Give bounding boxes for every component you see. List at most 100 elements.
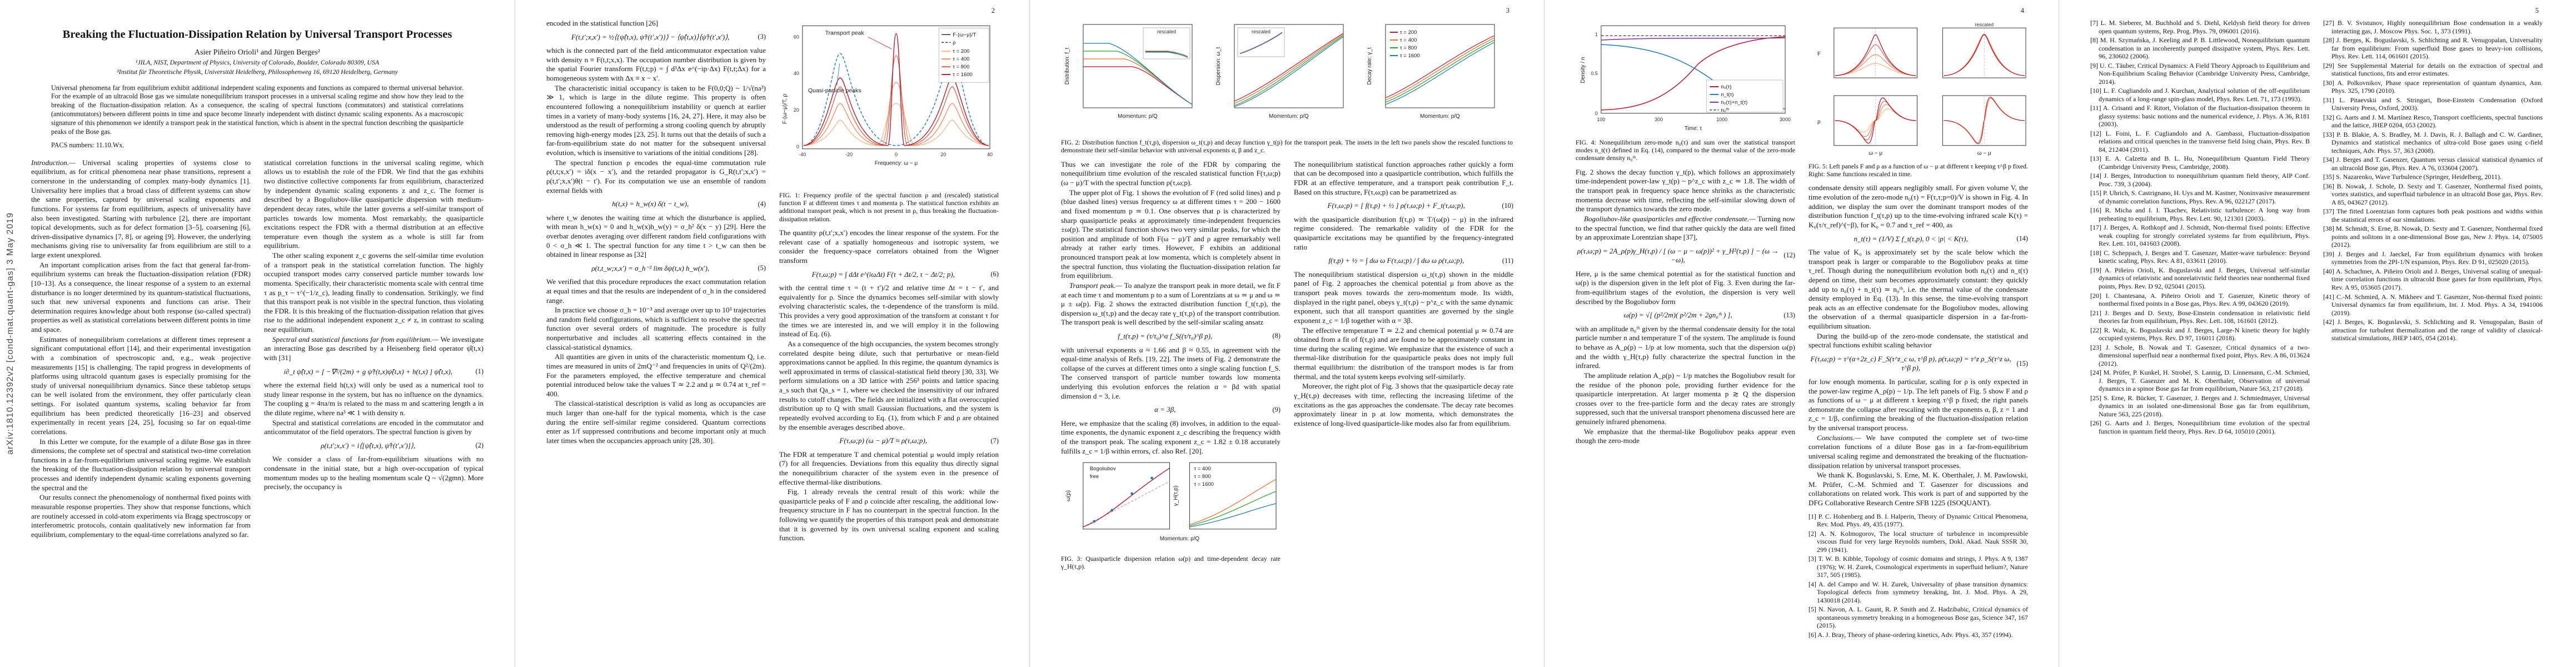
- paragraph: In this Letter we compute, for the examp…: [31, 437, 251, 492]
- reference-item: [9] U. C. Täuber, Critical Dynamics: A F…: [2090, 61, 2310, 86]
- paragraph: Thus we can investigate the role of the …: [1061, 160, 1280, 187]
- reference-item: [23] J. Schole, B. Nowak and T. Gasenzer…: [2090, 343, 2310, 367]
- reference-item: [40] A. Schachner, A. Piñeiro Orioli and…: [2323, 267, 2543, 291]
- svg-text:τ = 1600: τ = 1600: [953, 72, 973, 78]
- reference-item: [26] G. Aarts and J. Berges, Nonequilibr…: [2090, 419, 2310, 435]
- svg-text:40: 40: [794, 71, 799, 76]
- svg-text:n_t(τ): n_t(τ): [1721, 92, 1733, 98]
- figure-2: Distribution: f_t Momentum: p/Q rescaled…: [1061, 20, 1513, 155]
- paragraph: Our results connect the phenomenology of…: [31, 493, 251, 539]
- affiliation-2: ²Institut für Theoretische Physik, Unive…: [117, 67, 398, 76]
- reference-item: [42] J. Berges, K. Boguslavski, S. Schli…: [2323, 318, 2543, 342]
- reference-item: [17] J. Berges, A. Rothkopf and J. Schmi…: [2090, 223, 2310, 248]
- reference-item: [11] A. Crisanti and F. Ritort, Violatio…: [2090, 104, 2310, 128]
- paragraph: Universal scaling properties of systems …: [31, 158, 251, 260]
- paragraph: The amplitude relation A_ρ(p) ~ 1/p matc…: [1576, 371, 1795, 426]
- page-4: 4 0 0.5 1 100 300 1000 3000 Time: τ Dens…: [1544, 0, 2059, 667]
- page-number: 3: [1506, 7, 1509, 14]
- paragraph: The classical-statistical description is…: [546, 399, 766, 445]
- svg-text:40: 40: [987, 152, 993, 157]
- reference-item: [28] J. Berges, K. Boguslavski, S. Schli…: [2323, 36, 2543, 61]
- svg-text:n₀(τ): n₀(τ): [1721, 84, 1731, 90]
- reference-item: [35] S. Nazarenko, Wave Turbulence (Spri…: [2323, 173, 2502, 181]
- svg-text:0: 0: [796, 144, 799, 150]
- reference-item: [34] J. Berges and T. Gasenzer, Quantum …: [2323, 156, 2543, 172]
- svg-text:τ = 800: τ = 800: [953, 64, 969, 70]
- paragraph: with the central time τ = (t + t′)/2 and…: [779, 283, 999, 339]
- paragraph: As a consequence of the high occupancies…: [779, 339, 999, 431]
- figure-5: rescaled F ρ: [1808, 20, 2028, 178]
- reference-item: [6] A. J. Bray, Theory of phase-ordering…: [1808, 630, 2013, 639]
- figure-3-caption: FIG. 3: Quasiparticle dispersion relatio…: [1061, 554, 1280, 571]
- svg-text:100: 100: [1597, 117, 1605, 122]
- figure-4-plot: 0 0.5 1 100 300 1000 3000 Time: τ Densit…: [1580, 25, 1791, 132]
- figure-1-plot: 0 20 40 60 -40 -20 0 20 40 Frequency: ω …: [782, 25, 993, 167]
- paragraph: The effective temperature T ≃ 2.2 and ch…: [1294, 326, 1513, 381]
- page2-left-column: encoded in the statistical function [26]…: [546, 19, 766, 544]
- paragraph: Turning now to the spectral function, we…: [1576, 214, 1795, 242]
- equation-15: F(τ,ω;p) = τ^(α+2z_c) F_S(τ^z_c ω, τ^β p…: [1810, 354, 2028, 372]
- reference-item: [22] R. Walz, K. Boguslavski and J. Berg…: [2090, 326, 2310, 342]
- paragraph: The other scaling exponent z_c governs t…: [264, 251, 484, 334]
- affiliation-1: ¹JILA, NIST, Department of Physics, Univ…: [135, 58, 380, 66]
- equation-6: F(τ,ω;p) = ∫ dΔt e^(iωΔt) F(τ + Δt/2, τ …: [811, 270, 999, 278]
- svg-text:-20: -20: [845, 152, 853, 157]
- reference-item: [20] I. Chantesana, A. Piñeiro Orioli an…: [2090, 291, 2310, 308]
- paragraph: which is the connected part of the field…: [546, 46, 766, 82]
- page-3: 3 Distribution: f_t Momentum: p/Q rescal…: [1029, 0, 1544, 667]
- svg-text:τ = 800: τ = 800: [1194, 474, 1210, 480]
- reference-item: [3] T. W. B. Kibble, Topology of cosmic …: [1808, 555, 2028, 579]
- reference-item: [16] R. Micha and I. I. Tkachev, Relativ…: [2090, 206, 2310, 222]
- paragraph: The upper plot of Fig. 1 shows the evolu…: [1061, 188, 1280, 280]
- fig3-xlabel: Momentum: p/Q: [1160, 536, 1200, 542]
- fig2-ylabel-3: Decay rate: γ_t: [1367, 47, 1373, 84]
- equation-14: n_t(τ) = (1/V) Σ f_t(τ,p), 0 < |p| < K(τ…: [1853, 234, 2029, 243]
- paragraph: The characteristic initial occupancy is …: [546, 83, 766, 157]
- svg-text:n₀(τ)+n_t(τ): n₀(τ)+n_t(τ): [1721, 99, 1747, 106]
- svg-text:rescaled: rescaled: [1157, 29, 1176, 34]
- arxiv-stamp: arXiv:1810.12392v2 [cond-mat.quant-gas] …: [6, 212, 15, 455]
- fig2-ylabel-1: Distribution: f_t: [1064, 47, 1070, 84]
- paragraph: condensate density still appears negligi…: [1808, 183, 2028, 229]
- svg-text:1: 1: [1595, 32, 1598, 37]
- svg-text:rescaled: rescaled: [1252, 29, 1270, 34]
- figure-4: 0 0.5 1 100 300 1000 3000 Time: τ Densit…: [1576, 20, 1795, 162]
- reference-item: [29] See Supplemental Material for detai…: [2323, 61, 2543, 78]
- page2-right-column: 0 20 40 60 -40 -20 0 20 40 Frequency: ω …: [779, 19, 999, 544]
- fig5-xlabel-right: ω − μ: [1977, 151, 1991, 157]
- fig5-row-F: F: [1817, 51, 1821, 57]
- figure-5-caption: FIG. 5: Left panels F and ρ as a functio…: [1808, 162, 2028, 178]
- page3-right-column: The nonequilibrium statistical function …: [1294, 160, 1513, 576]
- svg-text:τ = 200: τ = 200: [1400, 29, 1417, 36]
- fig1-legend-F: F·(ω−μ)/T: [953, 32, 976, 38]
- paragraph: Moreover, the right plot of Fig. 3 shows…: [1294, 382, 1513, 427]
- paragraph: The FDR at temperature T and chemical po…: [779, 450, 999, 486]
- svg-text:τ = 1600: τ = 1600: [1194, 481, 1214, 487]
- section-bogoliubov: Bogoliubov-like quasiparticles and effec…: [1584, 214, 1758, 223]
- fig3-legend-bogoliubov: Bogoliubov: [1090, 466, 1116, 472]
- reference-item: [5] N. Navon, A. L. Gaunt, R. P. Smith a…: [1808, 605, 2028, 630]
- paragraph: We emphasize that the thermal-like Bogol…: [1576, 427, 1795, 445]
- paragraph: with an amplitude n₀ᵗʰ given by the ther…: [1576, 324, 1795, 370]
- svg-text:0.5: 0.5: [1591, 71, 1597, 76]
- svg-text:τ = 1600: τ = 1600: [1400, 53, 1420, 59]
- reference-item: [14] J. Berges, Introduction to nonequil…: [2090, 172, 2310, 188]
- paragraph: Fig. 2 shows the decay function γ_t(p), …: [1576, 167, 1795, 213]
- figure-4-caption: FIG. 4: Nonequilibrium zero-mode n₀(τ) a…: [1576, 138, 1796, 162]
- figure-2-caption: FIG. 2: Distribution function f_t(τ,p), …: [1061, 138, 1513, 155]
- page5-right-column: [27] B. V. Svistunov, Highly nonequilibr…: [2323, 19, 2543, 436]
- equation-11: f(τ,p) + ½ = ∫ dω ω F(τ,ω;p) / ∫ dω ω ρ(…: [1328, 256, 1513, 265]
- page-number: 4: [2020, 7, 2024, 14]
- page3-left-column: Thus we can investigate the role of the …: [1061, 160, 1280, 576]
- reference-item: [2] A. N. Kolmogorov, The local structur…: [1808, 529, 2028, 554]
- fig4-xlabel: Time: τ: [1685, 126, 1702, 132]
- equation-1: i∂_t ψ̂(t,x) = [ −∇²/(2m) + g ψ̂†(t,x)ψ̂…: [283, 367, 484, 376]
- figure-5-plot: rescaled F ρ: [1817, 22, 2026, 157]
- figure-1-caption: FIG. 1: Frequency profile of the spectra…: [779, 191, 999, 223]
- reference-item: [25] S. Erne, R. Bücker, T. Gasenzer, J.…: [2090, 394, 2310, 418]
- paragraph: An important complication arises from th…: [31, 260, 251, 334]
- fig5-xlabel-left: ω − μ: [1869, 151, 1882, 157]
- section-conclusions: Conclusions.—: [1817, 433, 1866, 442]
- figure-3-plot: ω(p) Bogoliubov free γ_H(τ,p) τ = 400: [1065, 462, 1277, 542]
